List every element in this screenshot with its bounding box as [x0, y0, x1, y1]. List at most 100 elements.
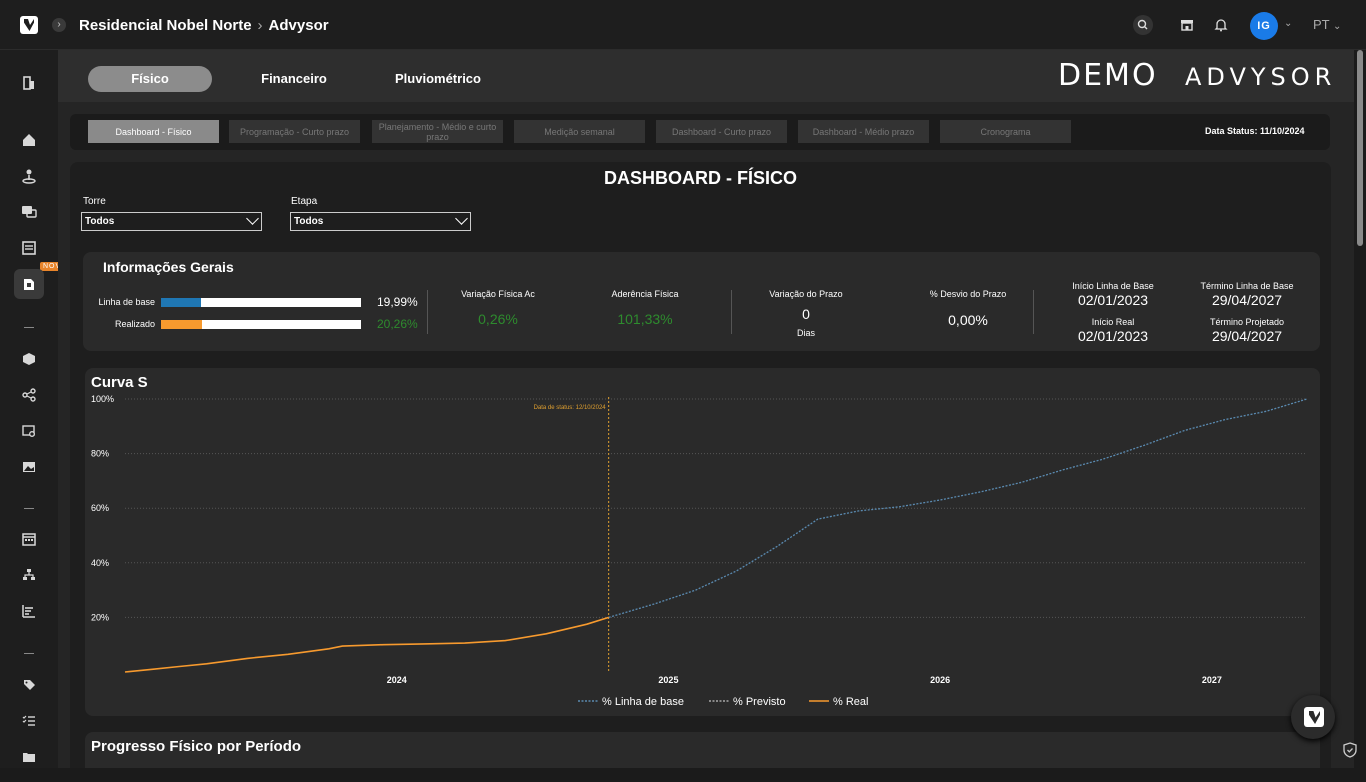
- breadcrumb: Residencial Nobel Norte › Advysor: [79, 17, 329, 34]
- legend-label: % Real: [833, 696, 868, 708]
- data-status: Data Status: 11/10/2024: [1205, 126, 1305, 136]
- subtab-cronograma[interactable]: Cronograma: [940, 120, 1071, 143]
- y-tick-label: 20%: [91, 612, 109, 622]
- subtab-dashboard-curto-prazo[interactable]: Dashboard - Curto prazo: [656, 120, 787, 143]
- progress-bar-baseline: [161, 298, 361, 307]
- filter-label-etapa: Etapa: [291, 196, 318, 207]
- subtab-dashboard-medio-prazo[interactable]: Dashboard - Médio prazo: [798, 120, 929, 143]
- subtab-programacao-curto-prazo[interactable]: Programação - Curto prazo: [229, 120, 360, 143]
- legend-label: % Linha de base: [602, 696, 684, 708]
- sidebar-divider: [24, 653, 34, 654]
- chat-icon[interactable]: [14, 197, 44, 227]
- user-avatar[interactable]: IG: [1250, 12, 1278, 40]
- bar-list-icon[interactable]: [14, 596, 44, 626]
- scrollbar[interactable]: [1354, 50, 1366, 768]
- folder-icon[interactable]: [14, 742, 44, 772]
- scrollbar-thumb[interactable]: [1357, 50, 1363, 246]
- progress-period-title: Progresso Físico por Período: [91, 738, 302, 755]
- date-value-inicio-base: 02/01/2023: [1077, 292, 1149, 308]
- tab-pluviometrico[interactable]: Pluviométrico: [395, 71, 481, 86]
- progress-label-realizado: Realizado: [114, 319, 155, 329]
- location-pin-icon[interactable]: [14, 161, 44, 191]
- date-label-inicio-real: Início Real: [1091, 317, 1135, 327]
- kpi-value-variacao-prazo: 0: [802, 306, 810, 322]
- subtab-medicao-semanal[interactable]: Medição semanal: [514, 120, 645, 143]
- language-label: PT: [1313, 17, 1330, 32]
- sidebar-divider: [24, 508, 34, 509]
- tag-icon[interactable]: [14, 670, 44, 700]
- series-line-real: [124, 616, 609, 673]
- app-logo-icon: [1304, 707, 1324, 727]
- date-label-inicio-base: Início Linha de Base: [1072, 281, 1154, 291]
- building-icon[interactable]: [14, 68, 44, 98]
- date-value-termino-base: 29/04/2027: [1211, 292, 1283, 308]
- shield-check-icon[interactable]: [1343, 742, 1357, 761]
- y-tick-label: 40%: [91, 558, 109, 568]
- store-icon[interactable]: [1177, 15, 1197, 35]
- breadcrumb-project[interactable]: Residencial Nobel Norte: [79, 17, 252, 34]
- brand-logo: ADVYSOR: [1185, 63, 1337, 91]
- progress-label-baseline: Linha de base: [98, 297, 155, 307]
- y-tick-label: 60%: [91, 503, 109, 513]
- progress-value-realizado: 20,26%: [377, 317, 418, 331]
- divider: [1033, 290, 1034, 334]
- search-icon[interactable]: [1133, 15, 1153, 35]
- hierarchy-icon[interactable]: [14, 560, 44, 590]
- home-icon[interactable]: [14, 125, 44, 155]
- report-page-tabs: Dashboard - Físico Programação - Curto p…: [70, 114, 1330, 150]
- progress-period-card: Progresso Físico por Período: [85, 732, 1320, 768]
- assistant-fab[interactable]: [1291, 695, 1335, 739]
- main-content: Físico Financeiro Pluviométrico DEMO ADV…: [58, 50, 1354, 768]
- filter-select-etapa[interactable]: Todos: [290, 212, 471, 231]
- cube-icon[interactable]: [14, 344, 44, 374]
- status-date-label: Data de status: 12/10/2024: [534, 405, 607, 411]
- s-curve-chart: 20% 40% 60% 80% 100% 2024 2025 2026 2027 Data de …: [91, 394, 1308, 708]
- chevron-down-icon: [455, 212, 468, 225]
- y-tick-label: 100%: [91, 394, 114, 404]
- language-chevron-icon: ⌄: [1333, 21, 1342, 32]
- sidebar-divider: [24, 327, 34, 328]
- date-label-termino-base: Término Linha de Base: [1200, 281, 1294, 291]
- date-label-termino-projetado: Término Projetado: [1209, 317, 1285, 327]
- image-search-icon[interactable]: [14, 416, 44, 446]
- checklist-icon[interactable]: [14, 706, 44, 736]
- dashboard-panel: DASHBOARD - FÍSICO Torre Todos Etapa Tod…: [70, 162, 1331, 768]
- kpi-value-desvio-prazo: 0,00%: [948, 312, 988, 328]
- kpi-value-aderencia-fisica: 101,33%: [617, 311, 673, 327]
- document-icon[interactable]: [14, 269, 44, 299]
- notification-bell-icon[interactable]: [1211, 15, 1231, 35]
- x-tick-label: 2025: [658, 675, 678, 685]
- divider: [427, 290, 428, 334]
- kpi-label-aderencia-fisica: Aderência Física: [611, 289, 679, 299]
- subtab-dashboard-fisico[interactable]: Dashboard - Físico: [88, 120, 219, 143]
- top-bar: › Residencial Nobel Norte › Advysor IG ⌄ P…: [0, 0, 1366, 50]
- filter-select-torre[interactable]: Todos: [81, 212, 262, 231]
- kpi-label-desvio-prazo: % Desvio do Prazo: [929, 289, 1007, 299]
- kpi-label-variacao-prazo: Variação do Prazo: [769, 289, 843, 299]
- x-tick-label: 2024: [387, 675, 407, 685]
- y-tick-label: 80%: [91, 449, 109, 459]
- user-menu-chevron-icon[interactable]: ⌄: [1284, 18, 1293, 29]
- calendar-icon[interactable]: [14, 524, 44, 554]
- s-curve-title: Curva S: [91, 374, 148, 391]
- image-icon[interactable]: [14, 452, 44, 482]
- breadcrumb-separator-icon: ›: [257, 17, 263, 34]
- progress-fill-baseline: [161, 298, 201, 307]
- progress-bar-realizado: [161, 320, 361, 329]
- app-logo-icon[interactable]: [20, 16, 38, 34]
- tab-financeiro[interactable]: Financeiro: [261, 71, 327, 86]
- expand-chevron-icon[interactable]: ›: [52, 18, 66, 32]
- kpi-label-variacao-fisica: Variação Física Ac: [461, 289, 535, 299]
- language-selector[interactable]: PT ⌄: [1313, 17, 1341, 32]
- subtab-planejamento[interactable]: Planejamento - Médio e curto prazo: [372, 120, 503, 143]
- demo-label: DEMO: [1058, 58, 1158, 93]
- share-icon[interactable]: [14, 380, 44, 410]
- newspaper-icon[interactable]: [14, 233, 44, 263]
- progress-value-baseline: 19,99%: [377, 295, 418, 309]
- page-title: DASHBOARD - FÍSICO: [604, 168, 797, 188]
- tab-fisico[interactable]: Físico: [88, 66, 212, 92]
- filter-value-etapa: Todos: [294, 216, 324, 227]
- sidebar: NOVO: [0, 50, 71, 768]
- breadcrumb-module[interactable]: Advysor: [268, 17, 329, 34]
- date-value-termino-projetado: 29/04/2027: [1211, 328, 1283, 344]
